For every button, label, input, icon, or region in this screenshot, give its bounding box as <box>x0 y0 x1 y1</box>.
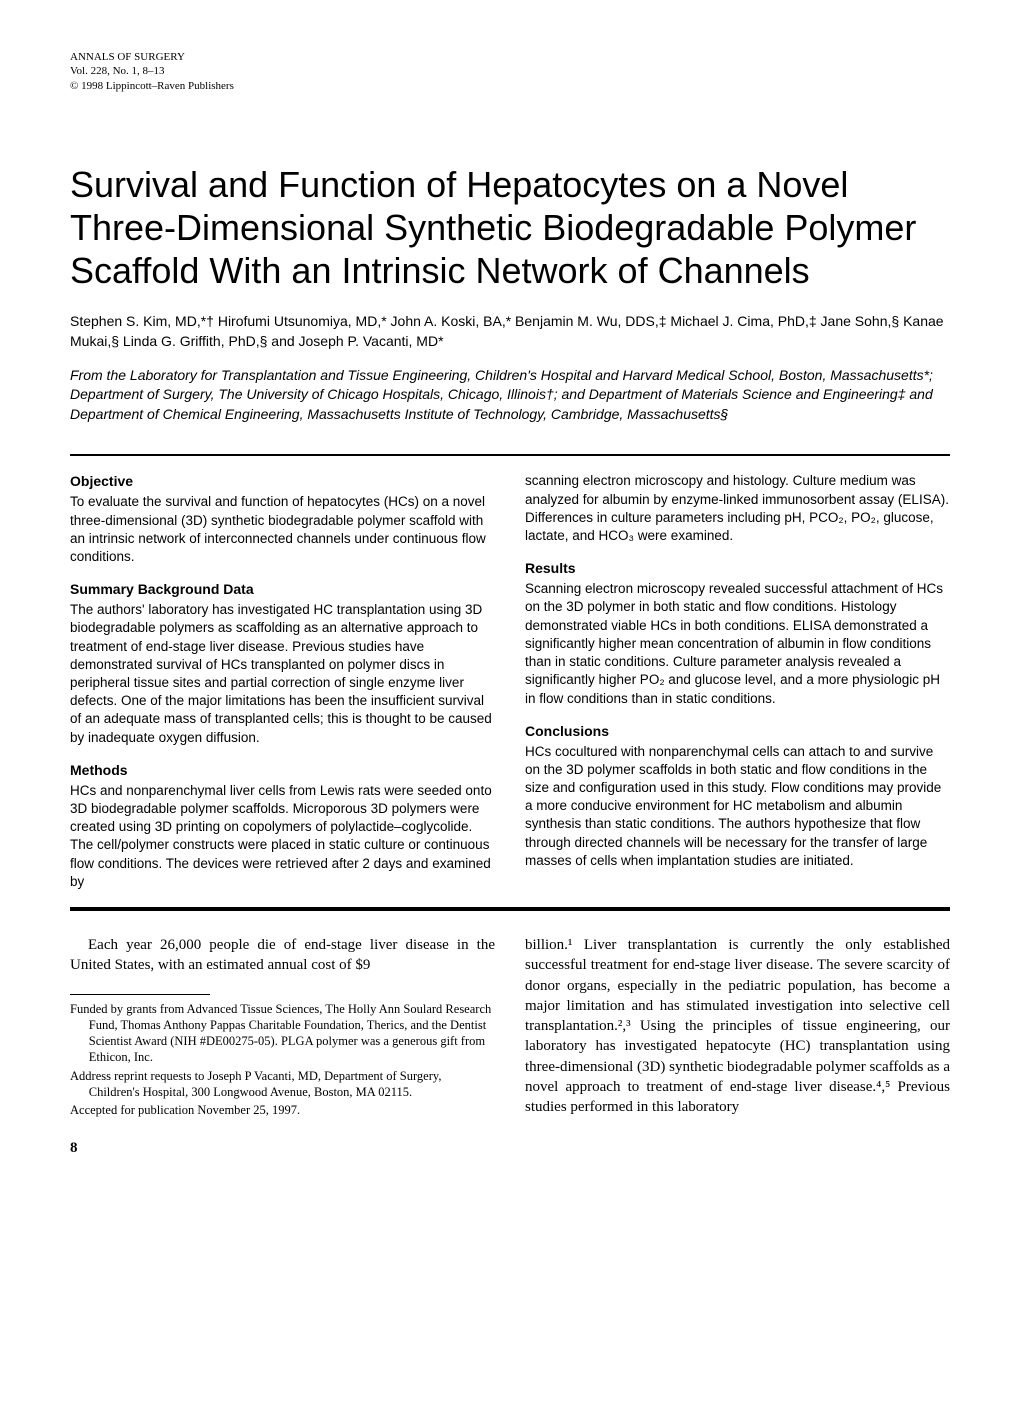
footnote-reprint: Address reprint requests to Joseph P Vac… <box>70 1068 495 1101</box>
body-para-left: Each year 26,000 people die of end-stage… <box>70 935 495 976</box>
background-text: The authors' laboratory has investigated… <box>70 601 495 747</box>
methods-text: HCs and nonparenchymal liver cells from … <box>70 782 495 891</box>
conclusions-heading: Conclusions <box>525 722 950 741</box>
abstract-left-column: Objective To evaluate the survival and f… <box>70 472 495 891</box>
results-text: Scanning electron microscopy revealed su… <box>525 580 950 708</box>
article-title: Survival and Function of Hepatocytes on … <box>70 163 950 293</box>
methods-continuation: scanning electron microscopy and histolo… <box>525 472 950 545</box>
methods-heading: Methods <box>70 761 495 780</box>
abstract-bottom-rule <box>70 907 950 911</box>
body-right-column: billion.¹ Liver transplantation is curre… <box>525 935 950 1120</box>
abstract-top-rule <box>70 454 950 456</box>
journal-copyright: © 1998 Lippincott–Raven Publishers <box>70 79 950 93</box>
authors-list: Stephen S. Kim, MD,*† Hirofumi Utsunomiy… <box>70 312 950 351</box>
results-heading: Results <box>525 559 950 578</box>
journal-name: ANNALS OF SURGERY <box>70 50 950 64</box>
body-container: Each year 26,000 people die of end-stage… <box>70 935 950 1120</box>
conclusions-text: HCs cocultured with nonparenchymal cells… <box>525 743 950 871</box>
body-para-right: billion.¹ Liver transplantation is curre… <box>525 935 950 1117</box>
footnote-rule <box>70 994 210 995</box>
footnote-funding: Funded by grants from Advanced Tissue Sc… <box>70 1001 495 1066</box>
body-left-column: Each year 26,000 people die of end-stage… <box>70 935 495 1120</box>
background-heading: Summary Background Data <box>70 580 495 599</box>
footnote-accepted: Accepted for publication November 25, 19… <box>70 1102 495 1118</box>
page-number: 8 <box>70 1140 950 1157</box>
abstract-container: Objective To evaluate the survival and f… <box>70 472 950 891</box>
objective-text: To evaluate the survival and function of… <box>70 493 495 566</box>
journal-header: ANNALS OF SURGERY Vol. 228, No. 1, 8–13 … <box>70 50 950 93</box>
affiliations: From the Laboratory for Transplantation … <box>70 366 950 425</box>
abstract-right-column: scanning electron microscopy and histolo… <box>525 472 950 891</box>
objective-heading: Objective <box>70 472 495 491</box>
journal-volume: Vol. 228, No. 1, 8–13 <box>70 64 950 78</box>
